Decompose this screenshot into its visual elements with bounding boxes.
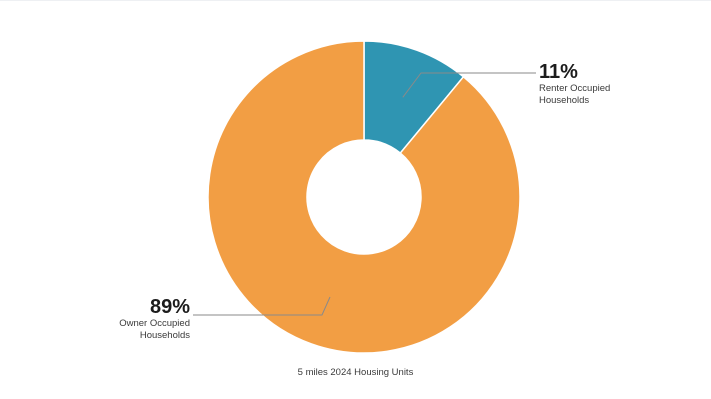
renter-leader-line xyxy=(402,72,536,98)
renter-category-label: Renter Occupied Households xyxy=(539,83,611,106)
renter-percent-label: 11% xyxy=(539,61,578,83)
owner-percent-label: 89% xyxy=(149,296,190,318)
owner-category-label: Owner Occupied Households xyxy=(119,318,190,341)
owner-leader-line xyxy=(193,296,331,316)
donut-slice-owner xyxy=(207,40,521,354)
chart-caption: 5 miles 2024 Housing Units xyxy=(297,367,414,378)
